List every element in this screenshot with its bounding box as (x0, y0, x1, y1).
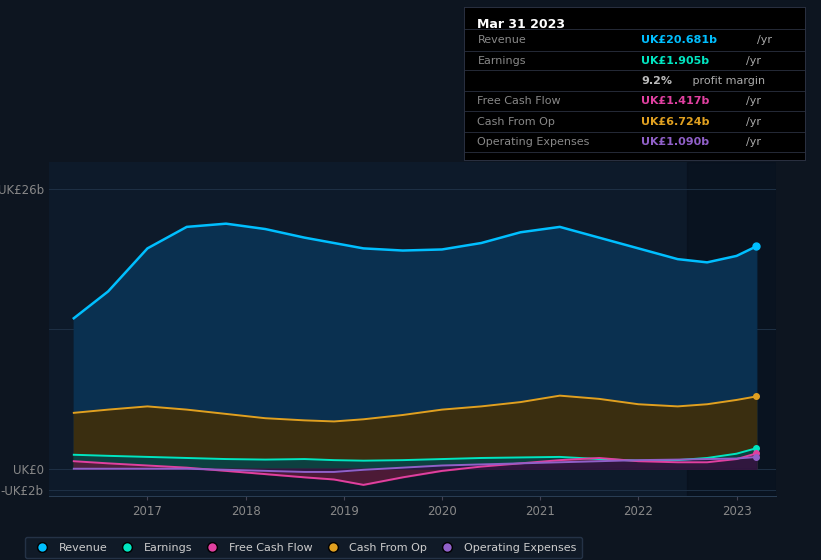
Text: profit margin: profit margin (690, 76, 765, 86)
Text: Earnings: Earnings (478, 56, 526, 66)
Text: /yr: /yr (745, 117, 760, 127)
Text: /yr: /yr (745, 56, 760, 66)
Text: Mar 31 2023: Mar 31 2023 (478, 18, 566, 31)
Text: 9.2%: 9.2% (641, 76, 672, 86)
Text: /yr: /yr (757, 35, 772, 45)
Text: /yr: /yr (745, 96, 760, 106)
Text: Cash From Op: Cash From Op (478, 117, 555, 127)
Text: Revenue: Revenue (478, 35, 526, 45)
Text: UK£6.724b: UK£6.724b (641, 117, 709, 127)
Text: Operating Expenses: Operating Expenses (478, 137, 589, 147)
Text: UK£1.090b: UK£1.090b (641, 137, 709, 147)
Text: Free Cash Flow: Free Cash Flow (478, 96, 561, 106)
Text: UK£1.417b: UK£1.417b (641, 96, 709, 106)
Bar (687, 162, 776, 496)
Text: /yr: /yr (745, 137, 760, 147)
Text: UK£1.905b: UK£1.905b (641, 56, 709, 66)
Text: UK£20.681b: UK£20.681b (641, 35, 717, 45)
Legend: Revenue, Earnings, Free Cash Flow, Cash From Op, Operating Expenses: Revenue, Earnings, Free Cash Flow, Cash … (25, 537, 582, 558)
